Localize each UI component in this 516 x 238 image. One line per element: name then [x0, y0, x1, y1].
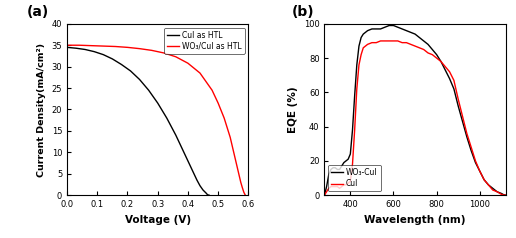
Y-axis label: EQE (%): EQE (%) [288, 86, 298, 133]
Text: (b): (b) [292, 5, 314, 19]
Legend: CuI as HTL, WO₃/CuI as HTL: CuI as HTL, WO₃/CuI as HTL [164, 28, 245, 54]
X-axis label: Voltage (V): Voltage (V) [125, 215, 191, 225]
X-axis label: Wavelength (nm): Wavelength (nm) [364, 215, 466, 225]
Legend: WO₃-CuI, CuI: WO₃-CuI, CuI [328, 165, 380, 191]
Y-axis label: Current Density(mA/cm²): Current Density(mA/cm²) [37, 42, 46, 177]
Text: (a): (a) [27, 5, 50, 19]
